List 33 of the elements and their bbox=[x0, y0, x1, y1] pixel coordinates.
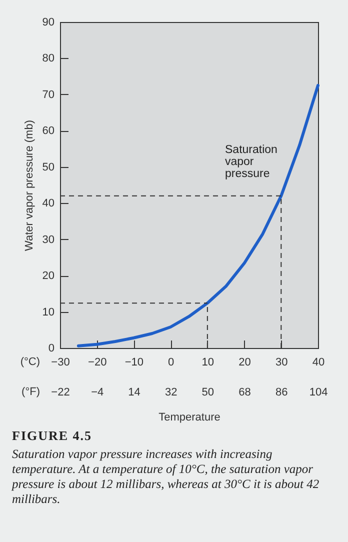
y-axis-title: Water vapor pressure (mb) bbox=[23, 120, 36, 252]
y-tick-label: 90 bbox=[42, 16, 54, 28]
y-tick-label: 50 bbox=[42, 161, 54, 174]
x-tick-label: −30 bbox=[51, 356, 70, 368]
y-tick-label: 80 bbox=[42, 52, 54, 65]
y-tick-label: 60 bbox=[42, 125, 54, 138]
x-tick-label: 0 bbox=[168, 356, 174, 368]
x2-tick-label: 32 bbox=[164, 386, 178, 398]
x-tick-label: 10 bbox=[202, 356, 214, 368]
x2-tick-label: 68 bbox=[238, 386, 251, 398]
y-tick-label: 40 bbox=[42, 198, 54, 210]
x-tick-label: 30 bbox=[276, 356, 288, 368]
text: (°F) bbox=[22, 386, 40, 398]
y-tick-label: 10 bbox=[42, 306, 54, 318]
x-tick-label: 40 bbox=[312, 356, 325, 368]
y-tick-label: 0 bbox=[48, 342, 54, 354]
x2-tick-label: −22 bbox=[51, 386, 70, 398]
text: FIGURE 4.5 bbox=[12, 428, 92, 444]
x2-tick-label: 104 bbox=[309, 386, 328, 398]
x2-tick-label: 14 bbox=[128, 386, 140, 398]
annotation: Saturation vapor pressure bbox=[225, 144, 278, 180]
y-tick-label: 30 bbox=[42, 234, 54, 246]
text: Saturation vapor pressure increases with increasing temperature. At a temperature of 10°C, the saturation vapor pressure is about 12 millibars, whereas at 30°C it is about 42 millibars. bbox=[12, 447, 320, 507]
x2-tick-label: 50 bbox=[202, 386, 214, 398]
x2-tick-label: −4 bbox=[91, 386, 104, 398]
x2-tick-label: 86 bbox=[276, 386, 288, 398]
x-tick-label: −20 bbox=[88, 356, 107, 368]
x-tick-label: −10 bbox=[124, 356, 144, 368]
y-tick-label: 70 bbox=[42, 88, 54, 101]
x-axis-title: Temperature bbox=[158, 412, 220, 424]
text: (°C) bbox=[20, 356, 40, 368]
y-tick-label: 20 bbox=[42, 270, 54, 282]
x-tick-label: 20 bbox=[238, 356, 251, 368]
